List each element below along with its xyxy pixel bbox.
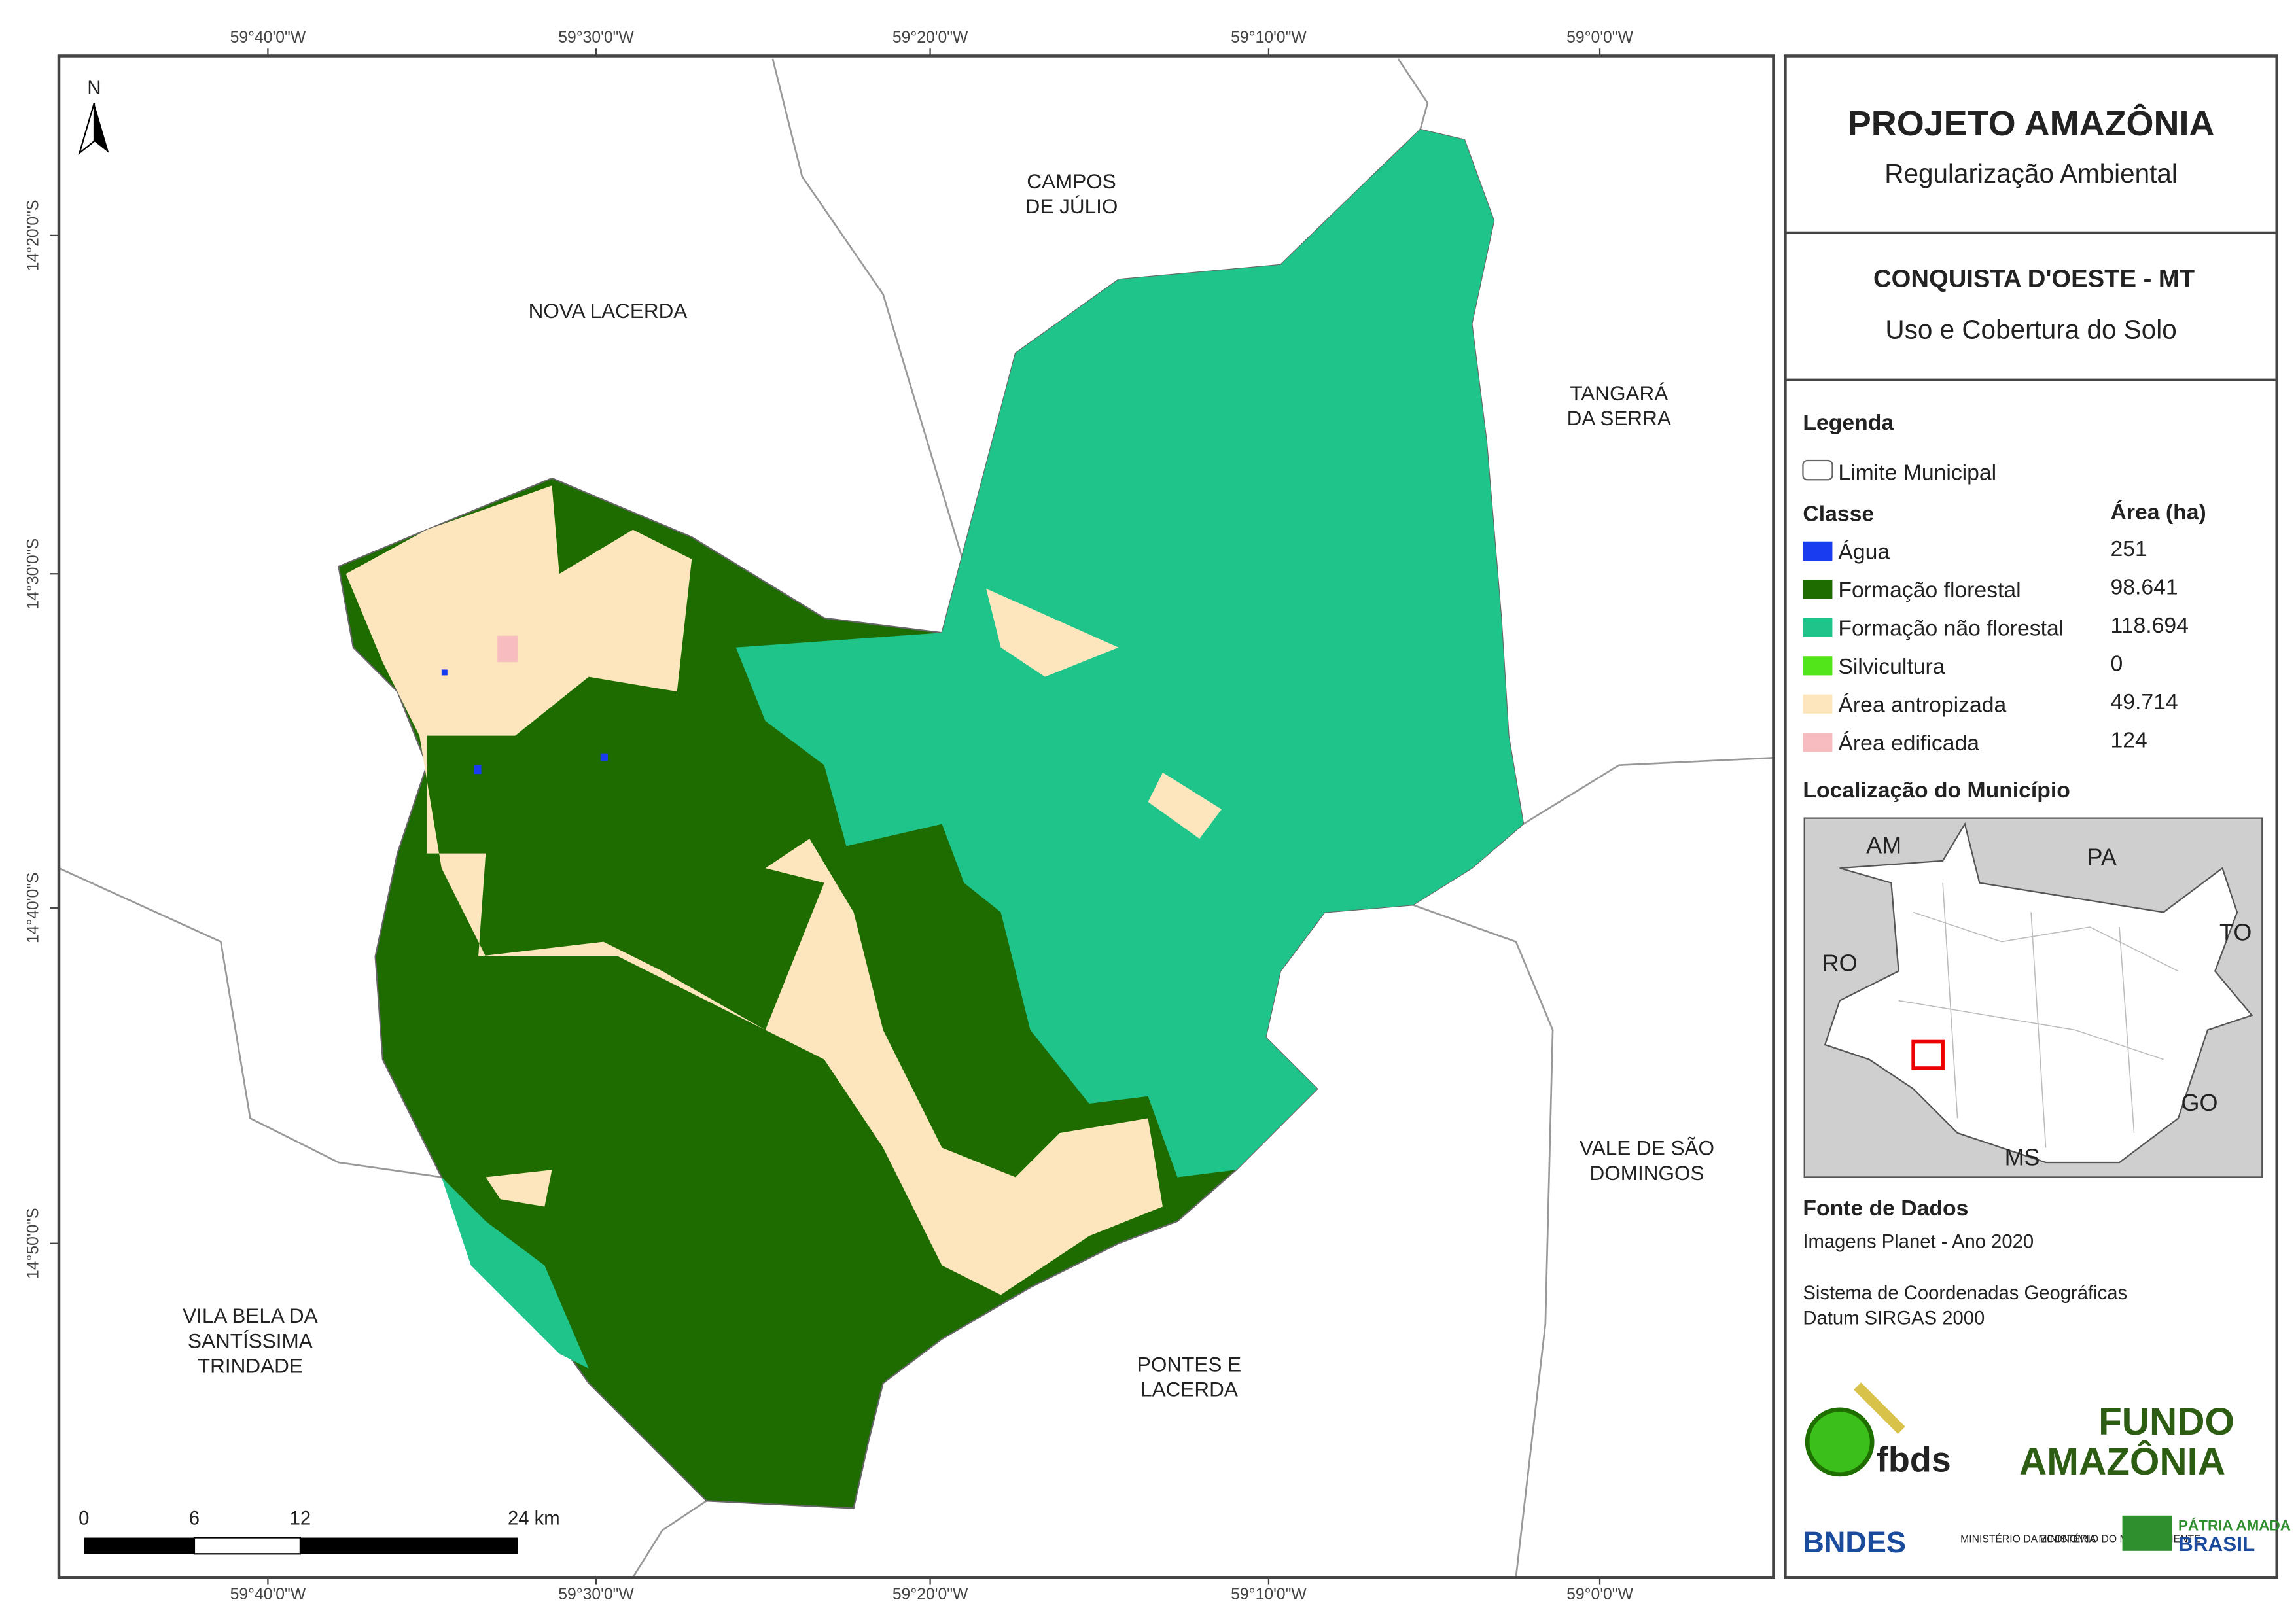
legend-area: 251 <box>2111 536 2147 561</box>
location-title: Localização do Município <box>1803 778 2070 803</box>
neighbour-boundaries <box>58 58 1774 1578</box>
logo-text: PÁTRIA AMADA <box>2178 1517 2291 1533</box>
anthropic-area <box>345 485 1163 1295</box>
state-label: PA <box>2087 844 2117 871</box>
lon-label: 59°30'0"W <box>558 1586 634 1603</box>
source-line: Sistema de Coordenadas Geográficas <box>1803 1283 2127 1304</box>
lon-label: 59°40'0"W <box>230 29 306 46</box>
lat-label: 14°20'0"S <box>25 200 43 271</box>
lon-label: 59°20'0"W <box>892 1586 968 1603</box>
legend-label: Água <box>1838 540 1890 565</box>
legend-label: Silvicultura <box>1838 654 1945 679</box>
scale-label: 24 km <box>508 1508 560 1529</box>
legend-swatch <box>1803 694 1833 714</box>
logo-text: fbds <box>1877 1440 1951 1479</box>
place-label: VALE DE SÃO DOMINGOS <box>1580 1136 1714 1185</box>
brasil-flag <box>2122 1515 2173 1551</box>
non-forest-area <box>441 1177 589 1369</box>
legend-swatch <box>1803 733 1833 752</box>
lon-label: 59°0'0"W <box>1566 29 1633 46</box>
state-label: RO <box>1822 950 1858 977</box>
lat-label: 14°30'0"S <box>25 538 43 610</box>
state-outline <box>1824 822 2253 1164</box>
scale-label: 0 <box>79 1508 89 1529</box>
legend-title: Legenda <box>1803 410 1894 435</box>
title: PROJETO AMAZÔNIA <box>1848 103 2215 143</box>
fbds-logo <box>1805 1407 1875 1477</box>
place-label: CAMPOS DE JÚLIO <box>1025 169 1118 218</box>
lon-label: 59°10'0"W <box>1231 29 1307 46</box>
logo-text: MINISTÉRIO DO MEIO AMBIENTE <box>2038 1532 2200 1544</box>
legend-label: Área edificada <box>1838 731 1979 756</box>
legend-label: Área antropizada <box>1838 693 2006 718</box>
logo-text: MINISTÉRIO DA ECONOMIA <box>1960 1532 2096 1544</box>
legend-label: Limite Municipal <box>1838 460 1996 485</box>
municipal-lines <box>1898 882 2179 1148</box>
legend-area: 0 <box>2111 652 2123 676</box>
north-arrow <box>78 103 96 156</box>
lon-label: 59°0'0"W <box>1566 1586 1633 1603</box>
legend-area: 49.714 <box>2111 689 2178 714</box>
municipality: CONQUISTA D'OESTE - MT <box>1873 265 2195 293</box>
logo-text: BNDES <box>1803 1526 1905 1559</box>
logo-text: AMAZÔNIA <box>2019 1439 2225 1483</box>
legend-area: 124 <box>2111 728 2147 753</box>
lon-label: 59°20'0"W <box>892 29 968 46</box>
source-line: Imagens Planet - Ano 2020 <box>1803 1231 2034 1252</box>
lon-label: 59°40'0"W <box>230 1586 306 1603</box>
legend-swatch <box>1803 580 1833 599</box>
theme: Uso e Cobertura do Solo <box>1885 314 2176 344</box>
place-label: TANGARÁ DA SERRA <box>1567 381 1671 430</box>
area-header: Área (ha) <box>2111 500 2206 525</box>
logo-text: FUNDO <box>2098 1401 2234 1443</box>
logo-text: BRASIL <box>2178 1532 2255 1556</box>
fbds-logo <box>1854 1382 1905 1434</box>
state-label: MS <box>2005 1143 2040 1170</box>
legend-swatch <box>1803 656 1833 676</box>
north-arrow <box>94 103 109 153</box>
water <box>441 669 608 775</box>
place-label: NOVA LACERDA <box>529 299 688 323</box>
boundary-swatch <box>1802 459 1833 481</box>
lon-label: 59°30'0"W <box>558 29 634 46</box>
lon-label: 59°10'0"W <box>1231 1586 1307 1603</box>
north-label: N <box>87 78 101 99</box>
scale-bar <box>84 1537 518 1555</box>
scale-label: 12 <box>290 1508 311 1529</box>
legend-swatch <box>1803 541 1833 561</box>
place-label: PONTES E LACERDA <box>1137 1352 1241 1401</box>
lat-label: 14°50'0"S <box>25 1208 43 1279</box>
state-label: GO <box>2181 1089 2218 1116</box>
legend-area: 98.641 <box>2111 575 2178 600</box>
scale-label: 6 <box>189 1508 200 1529</box>
state-label: TO <box>2219 918 2252 945</box>
legend-label: Formação florestal <box>1838 578 2021 602</box>
state-label: AM <box>1866 832 1901 859</box>
location-marker <box>1911 1039 1945 1070</box>
panel-frame <box>1784 54 2278 1579</box>
legend-area: 118.694 <box>2111 613 2189 638</box>
built-area <box>497 635 518 663</box>
subtitle: Regularização Ambiental <box>1884 158 2178 188</box>
sources-title: Fonte de Dados <box>1803 1196 1968 1221</box>
place-label: VILA BELA DA SANTÍSSIMA TRINDADE <box>183 1304 318 1377</box>
source-line: Datum SIRGAS 2000 <box>1803 1308 1985 1329</box>
map-frame <box>57 54 1775 1579</box>
legend-label: Formação não florestal <box>1838 616 2064 641</box>
non-forest-area <box>735 129 1524 1178</box>
class-header: Classe <box>1803 501 1874 526</box>
lat-label: 14°40'0"S <box>25 872 43 943</box>
legend-swatch <box>1803 618 1833 637</box>
